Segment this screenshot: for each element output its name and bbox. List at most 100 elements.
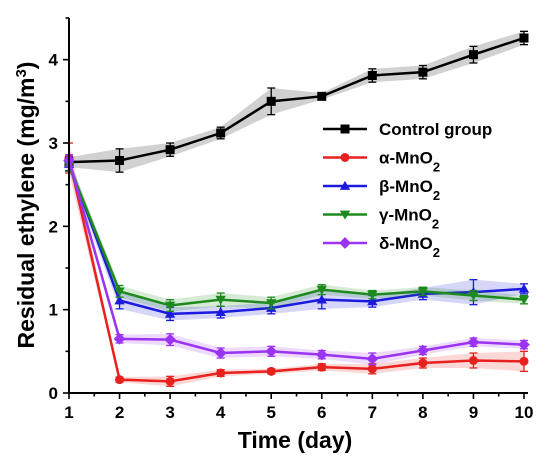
x-tick-label: 2: [115, 403, 124, 422]
series-line: [67, 165, 525, 307]
x-tick-label: 3: [165, 403, 174, 422]
legend-label-main: Control group: [379, 120, 492, 139]
y-tick-label: 0: [49, 384, 58, 403]
y-tick-label: 4: [49, 51, 59, 70]
y-tick-label: 3: [49, 134, 58, 153]
legend-label-main: γ-MnO: [379, 206, 432, 225]
legend-label-main: δ-MnO: [379, 234, 433, 253]
legend-item-3: γ-MnO2: [323, 206, 439, 232]
data-point: [215, 295, 226, 305]
data-point: [317, 362, 327, 372]
legend-label: α-MnO2: [379, 149, 440, 175]
data-point: [214, 347, 227, 359]
legend-label-subscript: 2: [433, 245, 440, 260]
legend-item-1: α-MnO2: [323, 149, 440, 175]
x-tick-label: 10: [515, 403, 534, 422]
series-1: [64, 142, 529, 387]
data-point: [265, 345, 278, 358]
legend-swatch-marker: [340, 124, 350, 134]
x-tick-label: 5: [266, 403, 275, 422]
data-point: [468, 291, 479, 301]
data-point: [367, 296, 378, 306]
error-band: [69, 31, 524, 173]
data-point: [367, 364, 377, 374]
x-axis-title: Time (day): [238, 427, 353, 453]
data-point: [113, 332, 126, 345]
data-point: [316, 285, 327, 295]
legend-swatch-marker: [339, 237, 351, 249]
data-point: [164, 308, 176, 318]
data-point: [468, 50, 478, 60]
series-line: [67, 157, 525, 383]
x-tick-label: 4: [216, 403, 226, 422]
legend-label: γ-MnO2: [379, 206, 439, 232]
data-point: [114, 295, 125, 305]
legend-label-main: β-MnO: [379, 177, 433, 196]
series-line: [67, 160, 525, 361]
legend-label: β-MnO2: [379, 177, 440, 203]
data-point: [164, 333, 176, 346]
data-point: [417, 287, 429, 297]
legend-item-4: δ-MnO2: [323, 234, 440, 260]
data-point: [367, 290, 378, 300]
data-point: [165, 376, 175, 386]
data-point: [518, 283, 530, 293]
data-point: [467, 336, 480, 349]
data-point: [418, 67, 428, 77]
data-point: [215, 306, 226, 317]
x-tick-label: 6: [317, 403, 326, 422]
error-band: [69, 143, 524, 387]
legend-label: δ-MnO2: [379, 234, 440, 260]
data-point: [216, 128, 226, 138]
y-tick-label: 1: [49, 301, 58, 320]
legend-label-subscript: 2: [433, 159, 440, 174]
x-tick-label: 8: [418, 403, 427, 422]
legend-swatch-marker: [339, 180, 351, 190]
data-point: [266, 299, 277, 309]
data-point: [164, 301, 176, 311]
x-tick-label: 7: [368, 403, 377, 422]
data-point: [366, 352, 379, 365]
legend-swatch-marker: [339, 210, 351, 220]
legend-label-subscript: 2: [432, 216, 439, 231]
data-point: [519, 356, 529, 366]
y-axis-title: Residual ethylene (mg/m3): [13, 62, 40, 349]
y-axis-title-main: Residual ethylene (mg/m: [13, 78, 39, 349]
data-point: [418, 358, 428, 368]
legend-swatch-marker: [340, 153, 350, 162]
data-point: [518, 295, 530, 305]
series-line: [68, 36, 525, 164]
data-point: [266, 96, 276, 106]
series-4: [63, 154, 530, 366]
data-point: [468, 356, 478, 365]
data-point: [367, 71, 377, 80]
data-point: [115, 375, 125, 385]
legend-label: Control group: [379, 120, 492, 139]
series-0: [64, 30, 529, 173]
error-band: [69, 154, 524, 365]
data-point: [315, 348, 328, 361]
data-point: [266, 366, 276, 376]
data-point: [165, 145, 175, 155]
data-point: [317, 91, 327, 101]
data-point: [115, 156, 125, 165]
y-axis-title-superscript: 3: [13, 69, 30, 77]
legend-item-2: β-MnO2: [323, 177, 440, 203]
plot-area: [63, 30, 530, 387]
y-tick-label: 2: [49, 217, 58, 236]
legend-label-subscript: 2: [433, 188, 440, 203]
x-tick-label: 9: [469, 403, 478, 422]
data-point: [216, 368, 226, 378]
data-point: [417, 344, 429, 357]
data-point: [519, 33, 529, 43]
data-point: [316, 294, 327, 304]
data-point: [518, 338, 530, 351]
legend-item-0: Control group: [323, 120, 492, 139]
data-point: [114, 287, 125, 297]
legend-label-main: α-MnO: [379, 149, 433, 168]
y-axis-title-close: ): [13, 62, 39, 70]
x-tick-label: 1: [64, 403, 73, 422]
